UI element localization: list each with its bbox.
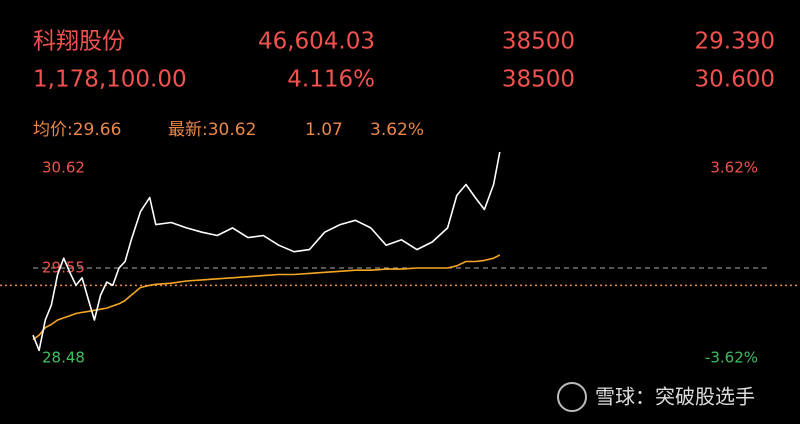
field: 30.600 <box>695 67 775 93</box>
watermark-text: 雪球：突破股选手 <box>595 385 755 409</box>
watermark: 雪球：突破股选手 <box>557 382 755 412</box>
field: 38500 <box>502 29 575 55</box>
change-pct: 3.62% <box>370 120 424 140</box>
amount: 46,604.03 <box>258 29 375 55</box>
avg-price: 均价:29.66 <box>33 120 121 140</box>
y2-tick-label: -3.62% <box>705 349 758 367</box>
field: 29.390 <box>695 29 775 55</box>
field: 1,178,100.00 <box>33 67 187 93</box>
field: 4.116% <box>287 67 375 93</box>
change: 1.07 <box>305 120 343 140</box>
y-tick-label: 30.62 <box>42 159 85 177</box>
field: 38500 <box>502 67 575 93</box>
latest-price: 最新:30.62 <box>168 120 256 140</box>
y-tick-label: 28.48 <box>42 349 85 367</box>
stock-name: 科翔股份 <box>33 29 125 55</box>
y-tick-label: 29.55 <box>42 259 85 277</box>
avg-line <box>32 254 501 341</box>
y2-tick-label: 3.62% <box>710 159 758 177</box>
logo <box>557 382 587 412</box>
price-line <box>32 151 501 352</box>
